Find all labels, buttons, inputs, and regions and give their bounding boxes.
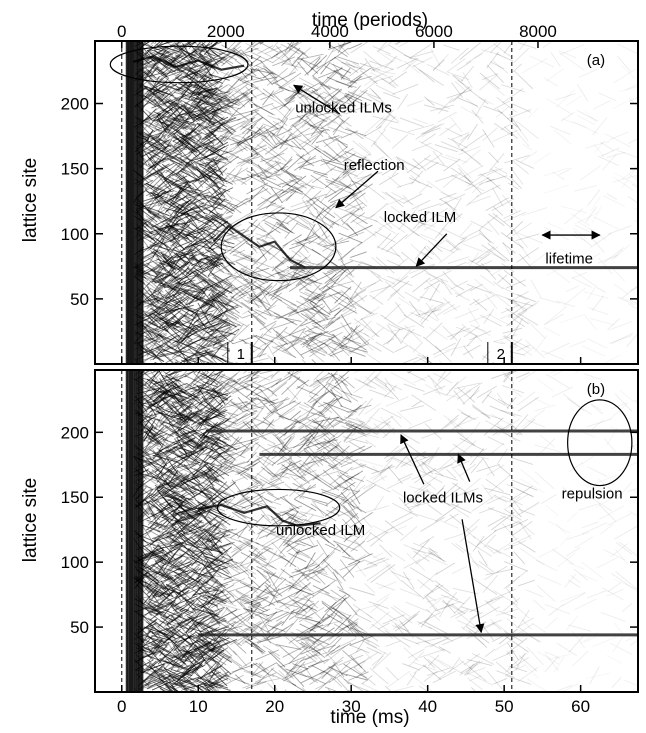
annotation-label: locked ILMs [403,489,483,506]
highlight-ellipse [109,45,249,84]
x-tick-label-ms: 0 [117,697,126,716]
y-tick-label: 200 [61,423,89,442]
x-tick-label-periods: 0 [117,22,126,41]
highlight-ellipse [216,488,341,527]
top-axis-ticks: 0 2000 4000 6000 8000 [117,22,557,41]
panel-a: unlocked ILMs reflection locked ILM lifetim… [61,40,639,365]
annotation-arrow [335,170,379,209]
x-tick-label-periods: 8000 [519,22,557,41]
y-axis-title-b: lattice site [20,478,41,562]
marker-label: 1 [237,346,245,363]
x-tick-label-ms: 20 [265,697,284,716]
y-tick-label: 100 [61,225,89,244]
annotation-arrow [461,519,485,634]
y-tick-label: 50 [70,618,89,637]
annotation-label: repulsion [562,486,623,503]
bottom-axis-title: time (ms) [330,707,409,728]
unlocked-ilm-track [132,55,245,71]
annotation-arrow [400,434,425,485]
heatmap-area [95,41,638,364]
unlocked-ilm-track [198,503,321,527]
x-tick-label-ms: 60 [571,697,590,716]
top-axis-title: time (periods) [312,10,428,31]
x-tick-label-ms: 40 [418,697,437,716]
bottom-axis-ticks: 0 10 20 30 40 50 60 [117,697,590,716]
x-tick-label-ms: 30 [342,697,361,716]
x-tick-label-periods: 4000 [311,22,349,41]
annotation-label: locked ILM [384,209,457,226]
annotation-arrow [415,233,448,267]
annotation-arrow [457,453,471,482]
plot-frame [94,369,639,693]
annotation-label: reflection [344,157,405,174]
heatmap-area [95,370,638,692]
y-tick-label: 100 [61,553,89,572]
unlocked-ilm-track [212,224,306,269]
highlight-ellipse [567,399,633,487]
x-tick-label-ms: 10 [189,697,208,716]
y-axis-title-a: lattice site [20,158,41,242]
marker-label: 2 [497,346,505,363]
panel-tag: (a) [587,52,605,69]
excitation-texture [132,41,638,364]
x-tick-label-periods: 6000 [415,22,453,41]
y-tick-label: 150 [61,160,89,179]
panel-b: unlocked ILM locked ILMs repulsion (b) 50 100… [61,369,639,693]
marker-box [229,344,250,362]
y-tick-label: 150 [61,488,89,507]
y-tick-label: 200 [61,95,89,114]
x-tick-label-periods: 2000 [207,22,245,41]
x-tick-label-ms: 50 [495,697,514,716]
annotation-label: unlocked ILM [276,522,365,539]
annotation-label: unlocked ILMs [295,100,392,117]
annotation-arrow [293,84,341,115]
panel-tag: (b) [587,381,605,398]
y-tick-label: 50 [70,290,89,309]
annotation-label: lifetime [545,251,593,268]
plot-frame [94,40,639,365]
highlight-ellipse [220,212,337,282]
